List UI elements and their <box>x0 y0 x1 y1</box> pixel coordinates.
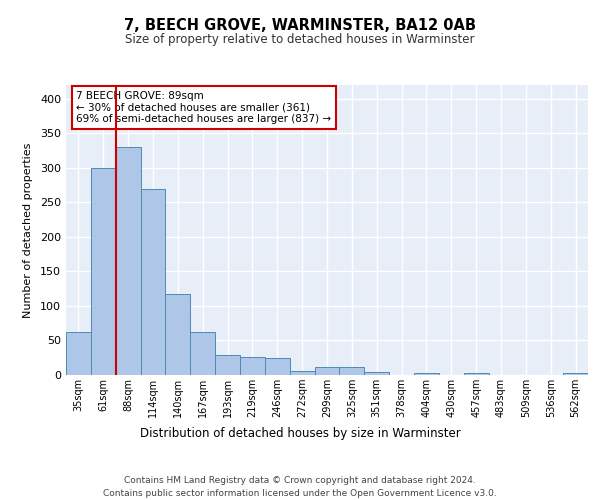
Text: 7 BEECH GROVE: 89sqm
← 30% of detached houses are smaller (361)
69% of semi-deta: 7 BEECH GROVE: 89sqm ← 30% of detached h… <box>76 91 332 124</box>
Text: Size of property relative to detached houses in Warminster: Size of property relative to detached ho… <box>125 32 475 46</box>
Text: Contains HM Land Registry data © Crown copyright and database right 2024.
Contai: Contains HM Land Registry data © Crown c… <box>103 476 497 498</box>
Bar <box>116 147 140 375</box>
Bar <box>166 294 190 375</box>
Bar <box>340 368 364 375</box>
Text: Distribution of detached houses by size in Warminster: Distribution of detached houses by size … <box>140 428 460 440</box>
Y-axis label: Number of detached properties: Number of detached properties <box>23 142 33 318</box>
Bar <box>563 373 588 375</box>
Bar <box>140 188 166 375</box>
Bar <box>265 358 290 375</box>
Bar <box>91 168 116 375</box>
Bar <box>314 368 340 375</box>
Bar <box>290 371 314 375</box>
Bar <box>66 332 91 375</box>
Bar <box>215 355 240 375</box>
Bar <box>414 373 439 375</box>
Text: 7, BEECH GROVE, WARMINSTER, BA12 0AB: 7, BEECH GROVE, WARMINSTER, BA12 0AB <box>124 18 476 32</box>
Bar <box>240 357 265 375</box>
Bar <box>190 332 215 375</box>
Bar <box>364 372 389 375</box>
Bar <box>464 373 488 375</box>
